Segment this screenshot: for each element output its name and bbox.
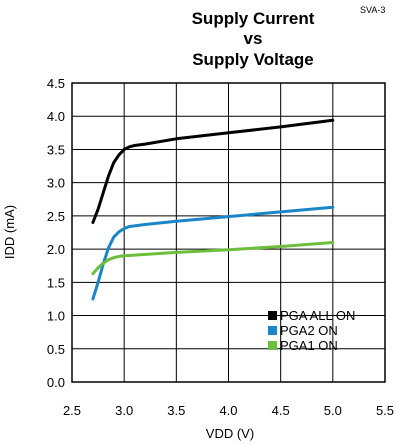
x-tick-label: 5.5 <box>376 403 394 418</box>
x-tick-label: 3.5 <box>167 403 185 418</box>
y-tick-label: 4.5 <box>47 76 65 91</box>
series-line-3 <box>91 241 335 276</box>
y-tick-label: 2.0 <box>47 242 65 257</box>
x-tick-label: 3.0 <box>115 403 133 418</box>
y-tick-label: 0.0 <box>47 375 65 390</box>
chart-title-line-2: vs <box>244 29 263 48</box>
series-line-2 <box>91 205 335 301</box>
y-tick-label: 2.5 <box>47 209 65 224</box>
x-tick-label: 2.5 <box>63 403 81 418</box>
legend-swatch <box>268 341 277 350</box>
y-tick-label: 0.5 <box>47 342 65 357</box>
chart-title-line-1: Supply Current <box>192 9 315 28</box>
figure-code: SVA-3 <box>360 5 385 15</box>
chart-title-line-3: Supply Voltage <box>192 50 314 69</box>
y-tick-label: 1.5 <box>47 275 65 290</box>
plot-frame <box>71 82 386 383</box>
y-tick-label: 3.0 <box>47 176 65 191</box>
series-line-1 <box>91 118 335 224</box>
x-axis-label: VDD (V) <box>206 426 254 441</box>
legend-label: PGA1 ON <box>280 338 338 353</box>
y-tick-label: 1.0 <box>47 309 65 324</box>
series-layer <box>91 118 335 301</box>
y-axis-label: IDD (mA) <box>2 205 17 259</box>
legend-label: PGA ALL ON <box>280 308 355 323</box>
y-tick-label: 4.0 <box>47 109 65 124</box>
legend-swatch <box>268 326 277 335</box>
x-tick-labels: 2.5 3.0 3.5 4.0 4.5 5.0 5.5 <box>63 403 394 418</box>
legend-swatch <box>268 311 277 320</box>
x-tick-label: 5.0 <box>324 403 342 418</box>
y-tick-labels: 0.0 0.5 1.0 1.5 2.0 2.5 3.0 3.5 4.0 4.5 <box>47 76 65 390</box>
legend-label: PGA2 ON <box>280 323 338 338</box>
y-tick-label: 3.5 <box>47 142 65 157</box>
x-tick-label: 4.5 <box>272 403 290 418</box>
x-tick-label: 4.0 <box>219 403 237 418</box>
